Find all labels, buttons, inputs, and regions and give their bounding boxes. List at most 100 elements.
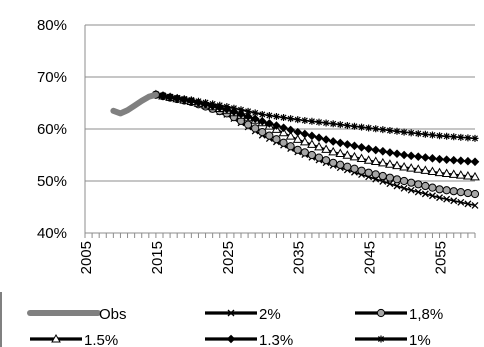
series-point [449, 155, 459, 165]
series-point [209, 100, 217, 108]
series-point [265, 111, 273, 119]
y-tick-label: 40% [37, 225, 67, 242]
series-point [385, 159, 395, 168]
series-point [428, 131, 436, 139]
series-point [328, 146, 339, 156]
series-point [293, 127, 303, 137]
legend-marker [51, 333, 61, 343]
series-point [350, 164, 359, 173]
series-point [357, 166, 366, 175]
series-point [442, 186, 451, 195]
series-4 [151, 90, 480, 167]
series-point [463, 171, 473, 180]
series-point [421, 181, 430, 191]
series-point [435, 154, 444, 164]
series-point [450, 133, 458, 141]
series-point [463, 188, 473, 198]
series-point [471, 134, 479, 142]
series-point [285, 131, 296, 140]
series-point [307, 139, 317, 148]
x-tick-label: 2005 [78, 241, 95, 274]
y-tick-label: 50% [37, 173, 67, 190]
series-point [350, 141, 359, 151]
series-point [258, 110, 266, 118]
series-point [314, 153, 324, 162]
legend-item: 1,8% [355, 306, 443, 323]
series-point [335, 138, 345, 148]
series-point [307, 150, 317, 160]
series-point [407, 129, 415, 137]
series-point [250, 114, 260, 124]
series-point [399, 161, 409, 171]
series-point [441, 168, 452, 178]
series-point [386, 126, 394, 134]
series-point [328, 137, 338, 146]
series-point [448, 169, 459, 178]
series-point [279, 138, 288, 147]
series-point [243, 120, 253, 129]
legend-item: Obs [27, 306, 127, 323]
series-point [349, 151, 360, 161]
series-point [314, 141, 324, 151]
y-tick-label: 70% [37, 69, 67, 86]
series-point [216, 101, 224, 109]
series-point [456, 188, 465, 197]
series-point [428, 192, 436, 200]
series-point [300, 148, 309, 157]
x-tick-label: 2035 [291, 241, 308, 274]
x-tick-label: 2025 [220, 241, 237, 274]
legend-marker [377, 335, 385, 343]
series-point [258, 128, 267, 137]
series-point [358, 123, 366, 131]
series-point [470, 157, 480, 167]
series-point [455, 170, 466, 179]
series-point [244, 107, 252, 115]
series-point [407, 186, 415, 194]
legend-item: 1.3% [205, 332, 293, 347]
x-tick-label: 2055 [433, 241, 450, 274]
series-point [378, 146, 388, 156]
series-point [385, 148, 395, 157]
series-point [257, 116, 267, 126]
legend-marker [227, 309, 235, 317]
series-point [173, 94, 181, 102]
series-point [393, 127, 401, 135]
series-point [435, 185, 444, 194]
series-point [420, 165, 431, 174]
series-point [294, 116, 302, 124]
series-point [293, 145, 302, 154]
legend-item: 1.5% [30, 332, 118, 347]
legend-marker [376, 308, 386, 318]
series-point [392, 160, 402, 170]
series-point [236, 109, 246, 119]
series-point [464, 134, 472, 142]
series-point [166, 93, 174, 101]
series-point [428, 154, 437, 163]
series-point [307, 131, 317, 141]
gridlines [85, 24, 475, 234]
series-group [110, 89, 480, 209]
series-point [292, 134, 303, 143]
series-point [399, 150, 409, 160]
series-point [371, 145, 381, 155]
series-point [159, 92, 167, 100]
y-tick-label: 60% [37, 121, 67, 138]
series-point [278, 127, 289, 137]
series-line [155, 93, 476, 140]
legend-label: 1,8% [409, 306, 443, 323]
series-point [363, 155, 374, 164]
series-point [356, 153, 367, 163]
series-point [230, 104, 238, 112]
series-point [187, 96, 195, 104]
series-point [421, 190, 429, 198]
legend-label: 1.3% [259, 332, 293, 347]
legend-label: Obs [99, 306, 127, 323]
series-point [329, 120, 337, 128]
series-point [470, 189, 480, 199]
series-point [194, 97, 202, 105]
legend-label: 1% [409, 332, 431, 347]
series-point [371, 170, 380, 179]
series-point [378, 171, 387, 181]
series-point [434, 167, 445, 177]
series-point [393, 182, 401, 190]
